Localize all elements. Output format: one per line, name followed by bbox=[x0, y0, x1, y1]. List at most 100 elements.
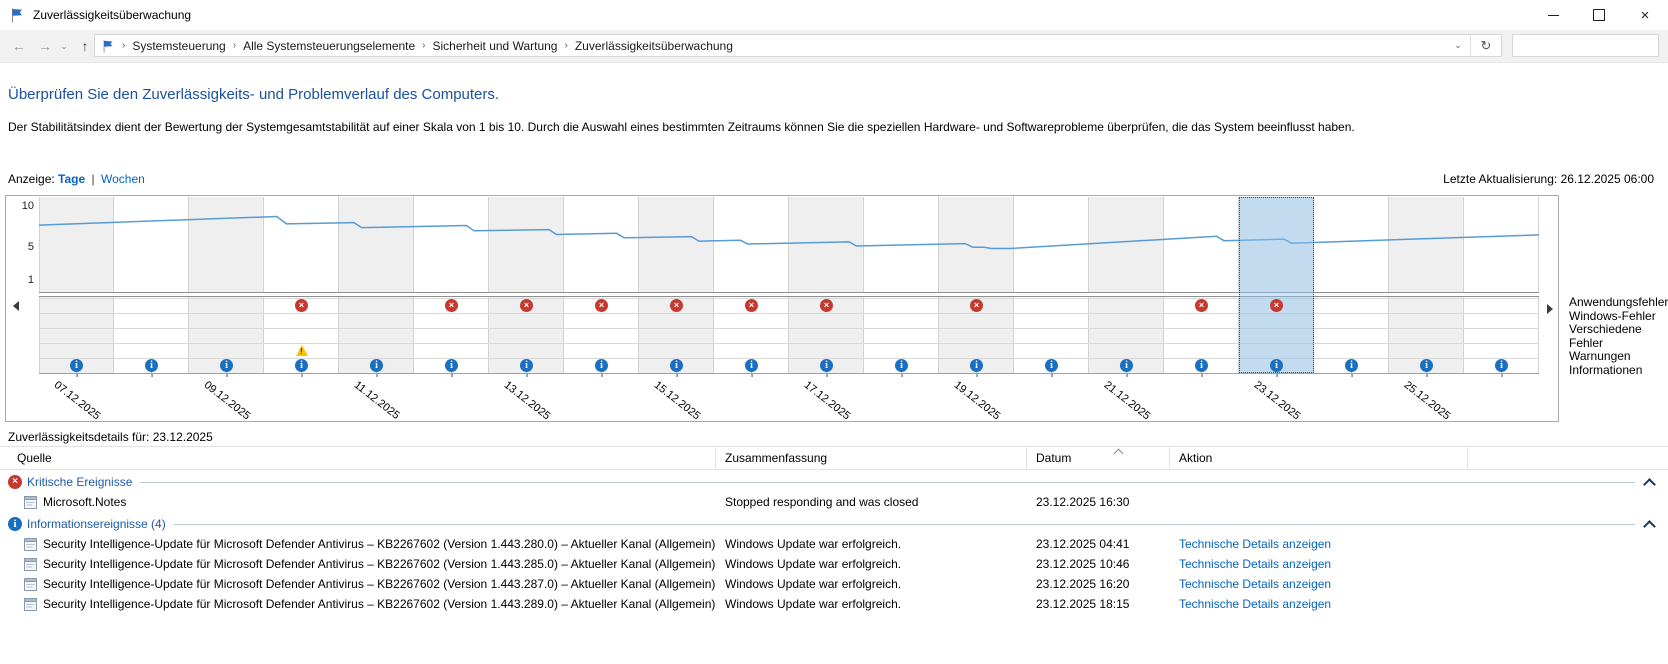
back-button[interactable]: ← bbox=[12, 38, 26, 54]
info-icon: i bbox=[970, 359, 983, 377]
event-group-row[interactable]: i Informationsereignisse (4) bbox=[0, 514, 1668, 534]
minimize-button[interactable] bbox=[1530, 0, 1576, 30]
address-dropdown-icon[interactable]: ⌄ bbox=[1454, 40, 1462, 50]
event-row[interactable]: Security Intelligence-Update für Microso… bbox=[0, 574, 1668, 594]
maximize-button[interactable] bbox=[1576, 0, 1622, 30]
chart-day-column[interactable] bbox=[339, 197, 414, 373]
breadcrumb-separator: › bbox=[422, 40, 426, 51]
event-row-label: Anwendungsfehler bbox=[1569, 295, 1668, 309]
chart-day-column[interactable] bbox=[1164, 197, 1239, 373]
application-icon bbox=[24, 495, 37, 509]
details-title: Zuverlässigkeitsdetails für: 23.12.2025 bbox=[8, 430, 213, 444]
action-cell: Technische Details anzeigen bbox=[1170, 557, 1468, 571]
x-axis-date-label: 11.12.2025 bbox=[351, 379, 402, 422]
x-axis-date-label: 17.12.2025 bbox=[801, 379, 853, 423]
date-cell: 23.12.2025 18:15 bbox=[1036, 597, 1130, 611]
chart-day-column[interactable] bbox=[189, 197, 264, 373]
technical-details-link[interactable]: Technische Details anzeigen bbox=[1179, 577, 1332, 591]
technical-details-link[interactable]: Technische Details anzeigen bbox=[1179, 557, 1332, 571]
chart-day-column[interactable] bbox=[114, 197, 189, 373]
source-cell: Security Intelligence-Update für Microso… bbox=[0, 597, 716, 611]
breadcrumb-separator: › bbox=[122, 40, 126, 51]
collapse-group-icon[interactable] bbox=[1643, 477, 1656, 491]
up-button[interactable]: ↑ bbox=[81, 38, 89, 54]
source-cell: Security Intelligence-Update für Microso… bbox=[0, 577, 716, 591]
error-icon: × bbox=[745, 299, 758, 312]
chart-day-column[interactable] bbox=[264, 197, 339, 373]
y-axis-tick-label: 5 bbox=[27, 241, 34, 254]
page-title: Überprüfen Sie den Zuverlässigkeits- und… bbox=[8, 86, 500, 103]
x-axis-tick bbox=[751, 373, 753, 377]
view-weeks-link[interactable]: Wochen bbox=[100, 172, 145, 186]
breadcrumb-item[interactable]: Alle Systemsteuerungselemente bbox=[243, 38, 416, 53]
source-cell: Microsoft.Notes bbox=[0, 495, 716, 509]
chart-day-column[interactable] bbox=[564, 197, 639, 373]
x-axis-date-label: 25.12.2025 bbox=[1401, 379, 1453, 423]
technical-details-link[interactable]: Technische Details anzeigen bbox=[1179, 537, 1332, 551]
application-icon bbox=[24, 577, 37, 591]
selected-day-overlay[interactable] bbox=[1239, 197, 1314, 373]
event-row[interactable]: Microsoft.Notes Stopped responding and wa… bbox=[0, 492, 1668, 512]
event-row[interactable]: Security Intelligence-Update für Microso… bbox=[0, 594, 1668, 614]
breadcrumb-item[interactable]: Sicherheit und Wartung bbox=[432, 38, 558, 53]
event-grid-line bbox=[39, 373, 1539, 374]
event-row[interactable]: Security Intelligence-Update für Microso… bbox=[0, 554, 1668, 574]
view-days-link[interactable]: Tage bbox=[58, 172, 86, 186]
info-icon: i bbox=[670, 359, 683, 377]
x-axis-tick bbox=[901, 373, 903, 377]
column-header-quelle[interactable]: Quelle bbox=[0, 447, 716, 469]
address-bar[interactable]: › Systemsteuerung › Alle Systemsteuerungse… bbox=[94, 34, 1502, 57]
refresh-icon[interactable]: ↻ bbox=[1480, 37, 1492, 53]
breadcrumb-item[interactable]: Zuverlässigkeitsüberwachung bbox=[574, 38, 733, 53]
y-axis-tick-label: 1 bbox=[27, 273, 34, 286]
info-icon: i bbox=[445, 359, 458, 377]
action-cell: Technische Details anzeigen bbox=[1170, 537, 1468, 551]
chart-day-column[interactable] bbox=[639, 197, 714, 373]
chart-day-column[interactable] bbox=[1014, 197, 1089, 373]
info-icon: i bbox=[1495, 359, 1508, 377]
chart-day-column[interactable] bbox=[864, 197, 939, 373]
event-row[interactable]: Security Intelligence-Update für Microso… bbox=[0, 534, 1668, 554]
column-header-aktion[interactable]: Aktion bbox=[1170, 447, 1468, 469]
date-cell: 23.12.2025 16:20 bbox=[1036, 577, 1130, 591]
group-rule bbox=[173, 523, 1635, 525]
forward-button[interactable]: → bbox=[38, 38, 52, 54]
scroll-left-icon[interactable] bbox=[13, 301, 19, 311]
column-header-datum[interactable]: Datum bbox=[1027, 447, 1170, 469]
info-icon: i bbox=[220, 359, 233, 377]
close-button[interactable]: × bbox=[1640, 6, 1650, 24]
info-icon: i bbox=[70, 359, 83, 377]
chart-day-column[interactable] bbox=[714, 197, 789, 373]
event-group-row[interactable]: × Kritische Ereignisse bbox=[0, 472, 1668, 492]
breadcrumb: Systemsteuerung › Alle Systemsteuerungsele… bbox=[128, 37, 1446, 55]
column-header-zusammenfassung[interactable]: Zusammenfassung bbox=[716, 447, 1027, 469]
chart-day-column[interactable] bbox=[1314, 197, 1389, 373]
collapse-group-icon[interactable] bbox=[1643, 519, 1656, 533]
y-axis-tick-label: 10 bbox=[21, 200, 34, 212]
scroll-right-icon[interactable] bbox=[1547, 304, 1553, 314]
reliability-flag-icon bbox=[12, 8, 22, 23]
chart-day-column[interactable] bbox=[414, 197, 489, 373]
error-icon: × bbox=[445, 299, 458, 312]
minimize-icon bbox=[1547, 14, 1559, 16]
technical-details-link[interactable]: Technische Details anzeigen bbox=[1179, 597, 1332, 611]
error-icon: × bbox=[595, 299, 608, 312]
breadcrumb-item[interactable]: Systemsteuerung bbox=[132, 38, 226, 53]
search-input[interactable] bbox=[1513, 35, 1668, 56]
application-icon bbox=[24, 557, 37, 571]
error-icon: × bbox=[670, 299, 683, 312]
event-row-label: Windows-Fehler bbox=[1569, 308, 1656, 323]
search-box[interactable] bbox=[1512, 34, 1668, 57]
x-axis-tick bbox=[676, 373, 678, 377]
event-row-label: Informationen bbox=[1569, 362, 1643, 377]
chart-day-column[interactable] bbox=[39, 197, 114, 373]
chart-day-column[interactable] bbox=[1089, 197, 1164, 373]
chart-day-column[interactable] bbox=[1464, 197, 1539, 373]
chart-day-column[interactable] bbox=[489, 197, 564, 373]
table-header: Quelle Zusammenfassung Datum Aktion bbox=[0, 446, 1668, 470]
error-icon: × bbox=[1270, 299, 1283, 312]
recent-pages-dropdown-icon[interactable]: ⌄ bbox=[60, 40, 68, 51]
chart-day-column[interactable] bbox=[1389, 197, 1464, 373]
chart-day-column[interactable] bbox=[939, 197, 1014, 373]
chart-day-column[interactable] bbox=[789, 197, 864, 373]
